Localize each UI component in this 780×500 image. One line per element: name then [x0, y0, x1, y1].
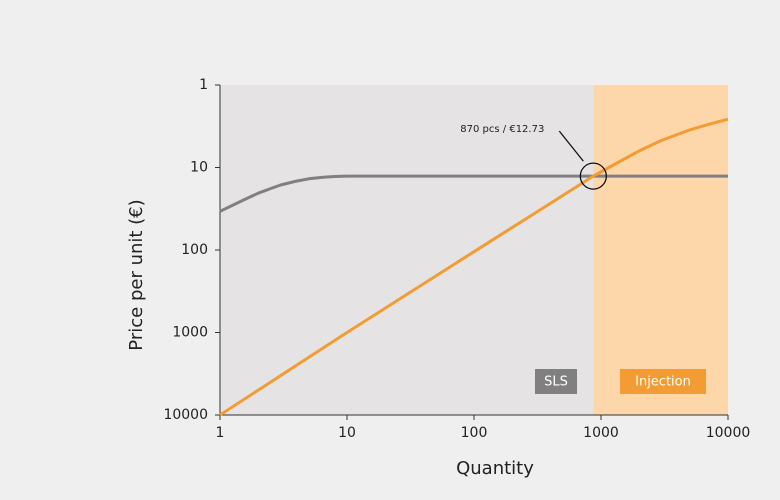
x-tick-label: 1: [216, 425, 225, 441]
x-tick-label: 10000: [706, 425, 751, 441]
legend-box: [535, 369, 577, 394]
annotation-text: 870 pcs / €12.73: [460, 124, 544, 135]
annotation-circle: [579, 162, 607, 190]
line-series: [219, 117, 729, 417]
legend-label: SLS: [544, 375, 568, 390]
y-tick-label: 1: [199, 77, 208, 93]
legend-label: Injection: [635, 375, 691, 390]
x-tick-label: 10: [338, 425, 356, 441]
y-tick-label: 10: [190, 160, 208, 176]
x-tick-label: 1000: [583, 425, 619, 441]
region: [220, 85, 594, 415]
region: [593, 85, 728, 415]
y-tick-label: 1000: [172, 325, 208, 341]
legend-box: [620, 369, 706, 394]
x-axis-title: Quantity: [456, 458, 534, 479]
line-series: [219, 174, 728, 213]
annotation-leader: [558, 130, 584, 162]
y-tick-label: 100: [181, 242, 208, 258]
y-tick-label: 10000: [163, 407, 208, 423]
x-tick-label: 100: [461, 425, 488, 441]
y-axis-title: Price per unit (€): [126, 199, 147, 350]
